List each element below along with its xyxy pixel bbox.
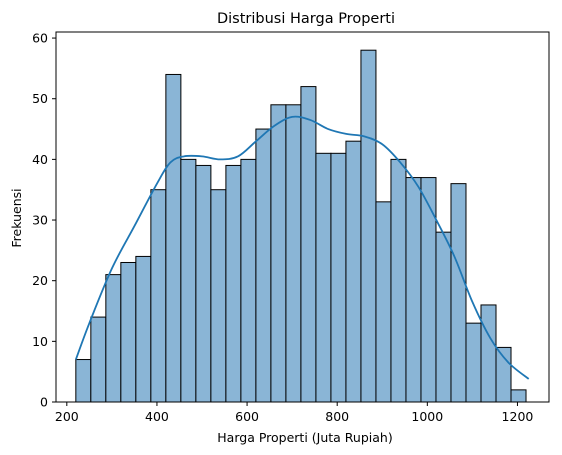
- histogram-bar: [150, 189, 167, 403]
- histogram-bar: [240, 158, 257, 403]
- kde-curve: [74, 115, 530, 380]
- x-tick-label: 1000: [411, 409, 443, 424]
- histogram-bar: [210, 189, 227, 403]
- bars-group: [75, 49, 527, 403]
- histogram-bar: [510, 389, 527, 403]
- histogram-bar: [480, 304, 497, 403]
- y-tick-label: 40: [32, 152, 48, 167]
- histogram-bar: [450, 183, 467, 403]
- y-tick-label: 30: [32, 213, 48, 228]
- histogram-bar: [255, 128, 272, 403]
- histogram-bar: [270, 104, 287, 403]
- histogram-bar: [300, 86, 317, 403]
- x-axis-label: Harga Properti (Juta Rupiah): [217, 430, 392, 445]
- histogram-bar: [315, 152, 332, 403]
- histogram-bar: [390, 158, 407, 403]
- histogram-bar: [90, 316, 107, 403]
- y-tick-label: 0: [40, 395, 48, 410]
- x-tick-label: 600: [235, 409, 259, 424]
- histogram-bar: [135, 255, 152, 403]
- histogram-bar: [405, 177, 422, 403]
- y-axis-label: Frekuensi: [9, 188, 24, 247]
- x-tick-label: 1200: [502, 409, 534, 424]
- histogram-bar: [420, 177, 437, 403]
- histogram-bar: [225, 164, 242, 403]
- histogram-bar: [435, 231, 452, 403]
- chart-title: Distribusi Harga Properti: [217, 11, 395, 27]
- y-tick-label: 10: [32, 334, 48, 349]
- histogram-bar: [375, 201, 392, 403]
- y-axis: 0 10 20 30 40 50 60: [32, 31, 56, 410]
- histogram-bar: [330, 152, 347, 403]
- histogram-bar: [180, 158, 197, 403]
- y-tick-label: 60: [32, 31, 48, 46]
- histogram-bar: [465, 322, 482, 403]
- y-tick-label: 20: [32, 273, 48, 288]
- histogram-bar: [165, 73, 182, 403]
- histogram-bar: [360, 49, 377, 403]
- plot-frame: [55, 31, 550, 403]
- histogram-bar: [285, 104, 302, 403]
- histogram-bar: [195, 164, 212, 403]
- x-tick-label: 800: [325, 409, 349, 424]
- x-axis: 200 400 600 800 1000 1200: [55, 402, 534, 424]
- histogram-bar: [120, 261, 137, 403]
- x-tick-label: 200: [55, 409, 79, 424]
- histogram-bar: [105, 274, 122, 403]
- histogram-bar: [75, 359, 92, 403]
- y-tick-label: 50: [32, 91, 48, 106]
- x-tick-label: 400: [145, 409, 169, 424]
- histogram-bar: [345, 140, 362, 403]
